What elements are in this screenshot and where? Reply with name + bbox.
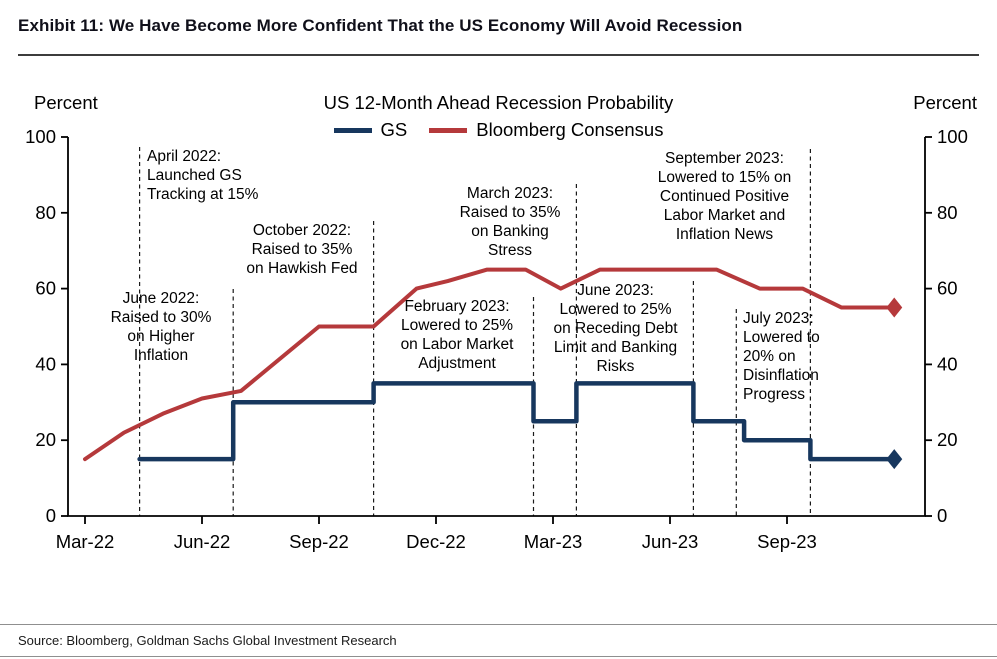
annotation-june-2023: June 2023: Lowered to 25% on Receding De… [553, 282, 678, 375]
footer-divider-top [0, 624, 997, 625]
y-tick-label-right: 0 [937, 505, 947, 526]
y-tick-label-left: 40 [35, 353, 56, 374]
chart-title: US 12-Month Ahead Recession Probability [323, 92, 674, 113]
x-tick-label: Sep-22 [289, 531, 349, 552]
y-tick-label-right: 80 [937, 202, 958, 223]
chart-legend: GS Bloomberg Consensus [0, 119, 997, 141]
y-tick-label-left: 100 [25, 126, 56, 147]
y-tick-label-left: 80 [35, 202, 56, 223]
x-tick-label: Dec-22 [406, 531, 466, 552]
gs-end-diamond-marker [886, 449, 903, 470]
y-tick-label-left: 60 [35, 278, 56, 299]
y-tick-label-left: 0 [46, 505, 56, 526]
x-tick-label: Jun-23 [642, 531, 699, 552]
gs-line-swatch [333, 127, 372, 133]
annotation-june-2022: June 2022: Raised to 30% on Higher Infla… [110, 290, 212, 364]
annotation-september-2023: September 2023: Lowered to 15% on Contin… [657, 150, 792, 243]
bloomberg-consensus-line [83, 267, 891, 462]
gs-line [137, 381, 891, 462]
title-divider [18, 54, 979, 56]
plot-axes [67, 137, 926, 517]
legend-item-bloomberg-consensus: Bloomberg Consensus [429, 119, 663, 141]
y-tick-label-right: 40 [937, 353, 958, 374]
y-tick-label-right: 100 [937, 126, 968, 147]
source-note: Source: Bloomberg, Goldman Sachs Global … [18, 633, 397, 648]
y-tick-label-right: 20 [937, 429, 958, 450]
annotation-april-2022: April 2022: Launched GS Tracking at 15% [147, 148, 259, 203]
legend-label-gs: GS [380, 119, 408, 140]
right-axis-unit-label: Percent [913, 92, 977, 113]
footer-divider-bottom [0, 656, 997, 657]
bloomberg-consensus-line-swatch [429, 127, 468, 133]
annotation-march-2023: March 2023: Raised to 35% on Banking Str… [459, 185, 561, 259]
exhibit-title: Exhibit 11: We Have Become More Confiden… [18, 16, 743, 35]
annotation-february-2023: February 2023: Lowered to 25% on Labor M… [400, 298, 514, 372]
x-tick-label: Jun-22 [174, 531, 231, 552]
x-tick-label: Mar-23 [524, 531, 583, 552]
bloomberg-consensus-end-diamond-marker [886, 297, 903, 318]
annotation-october-2022: October 2022: Raised to 35% on Hawkish F… [246, 222, 358, 277]
legend-item-gs: GS [333, 119, 408, 141]
y-tick-label-left: 20 [35, 429, 56, 450]
left-axis-unit-label: Percent [34, 92, 98, 113]
recession-probability-plot: 0 0 20 20 40 40 60 60 80 80 100 100 Mar-22 Jun-22 Sep-… [25, 126, 968, 552]
annotation-july-2023: July 2023: Lowered to 20% on Disinflatio… [743, 310, 820, 403]
y-tick-label-right: 60 [937, 278, 958, 299]
legend-label-bloomberg-consensus: Bloomberg Consensus [476, 119, 664, 140]
x-tick-label: Mar-22 [56, 531, 115, 552]
x-tick-label: Sep-23 [757, 531, 817, 552]
